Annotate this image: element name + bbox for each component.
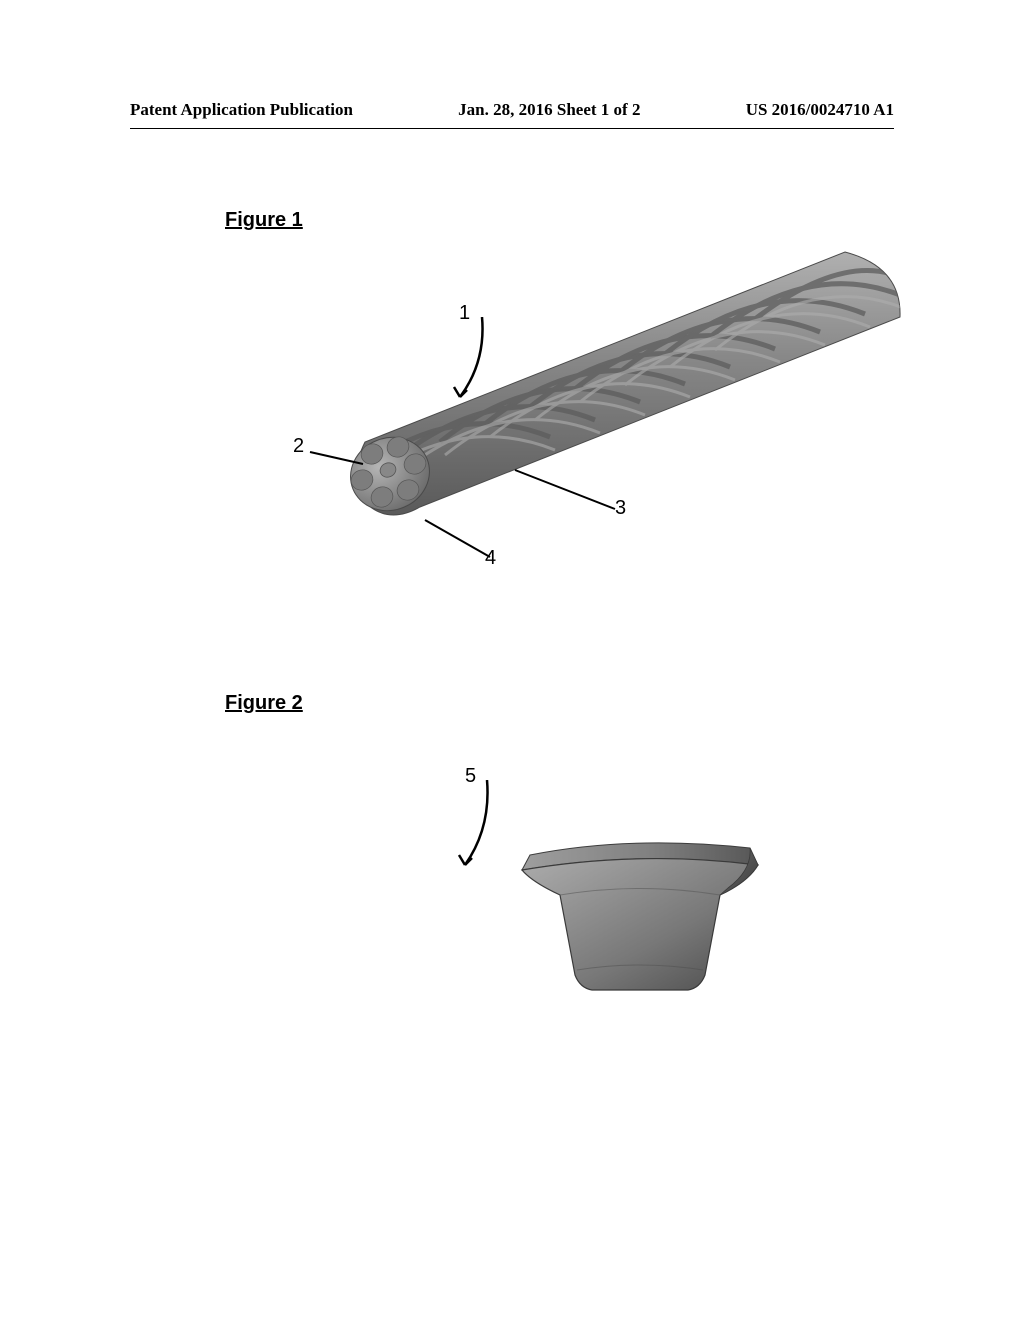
callout-4-leader xyxy=(420,517,495,562)
figure-2-label: Figure 2 xyxy=(225,692,894,715)
callout-5-arrow xyxy=(445,780,495,880)
header-publication-type: Patent Application Publication xyxy=(130,100,353,120)
figure-1-label: Figure 1 xyxy=(225,209,894,232)
header-publication-number: US 2016/0024710 A1 xyxy=(746,100,894,120)
figure-1: 1 xyxy=(130,272,894,612)
header-date-sheet: Jan. 28, 2016 Sheet 1 of 2 xyxy=(458,100,640,120)
figure-2: 5 xyxy=(130,755,894,1035)
callout-3-leader xyxy=(510,467,620,515)
figure-2-profile-drawing xyxy=(500,810,780,1020)
callout-2-leader xyxy=(308,448,368,468)
figure-1-cable-drawing xyxy=(290,242,920,582)
page-header: Patent Application Publication Jan. 28, … xyxy=(130,100,894,129)
callout-2: 2 xyxy=(293,435,304,458)
